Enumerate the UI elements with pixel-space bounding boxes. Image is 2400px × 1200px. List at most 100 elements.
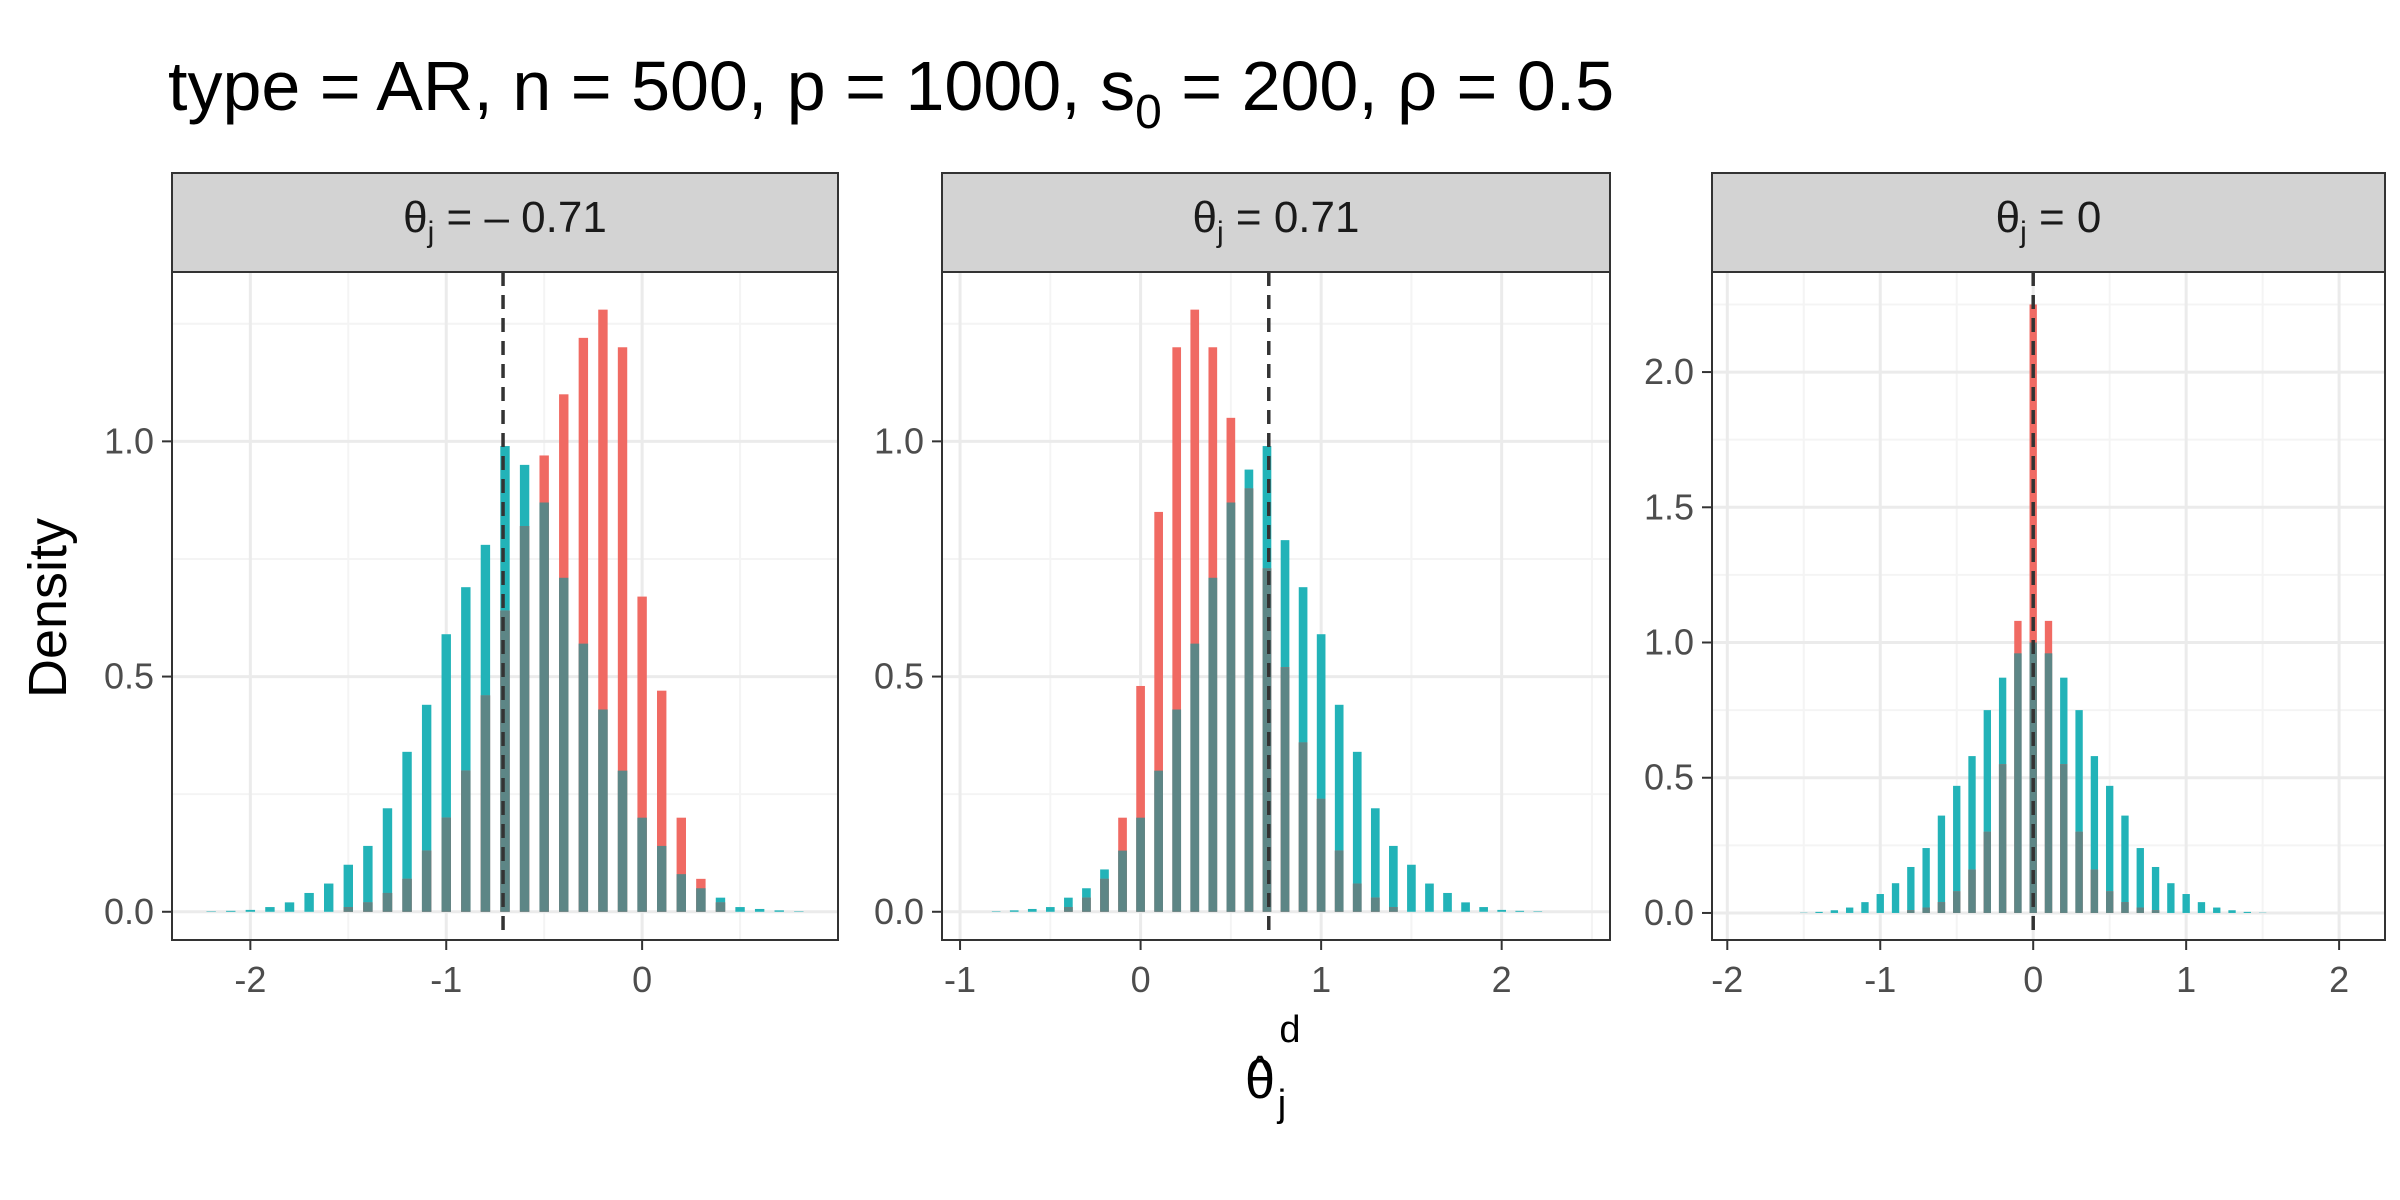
bar-overlap	[1244, 488, 1254, 912]
bar-overlap	[1190, 643, 1200, 912]
x-tick-label: 2	[2329, 959, 2349, 1000]
facet-panel-2: θj = 0.71 -1 0 1 2 0.0 0.5 1.0	[874, 172, 1611, 1000]
bar-overlap	[2060, 764, 2068, 913]
bar-teal	[1830, 910, 1839, 913]
bar-teal	[1407, 864, 1416, 912]
x-tick-label: -1	[1864, 959, 1896, 1000]
bar-overlap	[343, 907, 353, 912]
bar-teal	[1389, 845, 1398, 912]
bar-teal	[245, 909, 256, 912]
bar-teal	[2243, 911, 2252, 913]
facet-strip	[1711, 172, 2386, 273]
bar-overlap	[1208, 577, 1218, 912]
bar-overlap	[1907, 910, 1915, 913]
bar-teal	[774, 910, 784, 912]
bar-teal	[265, 907, 275, 912]
bar-teal	[1425, 883, 1434, 912]
bar-overlap	[363, 902, 373, 912]
bar-teal	[1968, 756, 1976, 913]
bar-overlap	[1389, 907, 1398, 912]
bar-overlap	[539, 502, 549, 912]
bar-teal	[1515, 910, 1525, 912]
bar-teal	[2167, 883, 2175, 913]
bar-overlap	[1998, 764, 2007, 913]
bar-overlap	[2121, 902, 2129, 913]
bar-overlap	[480, 695, 491, 912]
bar-red	[1154, 511, 1163, 912]
bar-teal	[1845, 907, 1854, 913]
strip-label-base: θ	[403, 193, 427, 242]
x-tick-label: 2	[1492, 959, 1512, 1000]
bar-overlap	[1118, 850, 1127, 912]
y-tick-label: 1.0	[874, 420, 924, 461]
bar-overlap	[441, 817, 451, 912]
strip-label-base: θ	[1193, 193, 1217, 242]
bar-overlap	[1922, 907, 1930, 913]
bar-teal	[2136, 848, 2144, 913]
y-tick-label: 0.5	[874, 656, 924, 697]
bar-overlap	[578, 643, 589, 912]
bar-teal	[1045, 907, 1055, 912]
bar-overlap	[1100, 878, 1109, 912]
bar-teal	[735, 907, 745, 912]
bar-red	[657, 690, 667, 912]
bar-teal	[1922, 848, 1930, 913]
x-axis-title-base: θ	[1245, 1050, 1275, 1110]
strip-label-subscript: j	[1216, 216, 1224, 249]
bar-teal	[1937, 815, 1946, 913]
bar-teal	[2182, 894, 2190, 913]
facet-strip-label: θj = 0.71	[1193, 193, 1360, 249]
bar-red	[676, 817, 686, 912]
y-tick-label: 2.0	[1644, 351, 1694, 392]
bar-overlap	[1298, 742, 1308, 912]
bar-overlap	[1953, 891, 1961, 913]
y-tick-label: 0.0	[1644, 892, 1694, 933]
x-tick-label: -2	[1711, 959, 1743, 1000]
bar-red	[578, 337, 589, 912]
bar-overlap	[1983, 831, 1991, 913]
bar-red	[617, 347, 628, 912]
x-tick-label: -1	[430, 959, 462, 1000]
bar-red	[1190, 309, 1200, 912]
bar-teal	[1953, 785, 1961, 913]
bar-overlap	[1226, 502, 1236, 912]
bar-teal	[284, 902, 295, 912]
facet-strip-label: θj = – 0.71	[403, 193, 607, 249]
x-axis-title-subscript: j	[1277, 1083, 1286, 1125]
bar-overlap	[461, 770, 471, 912]
x-tick-label: -2	[234, 959, 266, 1000]
bar-teal	[2228, 910, 2236, 913]
bar-teal	[421, 704, 432, 912]
bar-overlap	[421, 850, 432, 912]
bar-overlap	[1154, 770, 1163, 912]
y-tick-label: 0.5	[104, 656, 154, 697]
x-tick-label: 0	[1131, 959, 1151, 1000]
bar-overlap	[1370, 897, 1380, 912]
bar-overlap	[402, 878, 412, 912]
facet-panels: θj = – 0.71-2 -1 00.00.51.0θj = 0.71-1 0 1 20…	[104, 172, 2386, 1000]
bar-teal	[2121, 815, 2129, 913]
bar-overlap	[519, 526, 530, 912]
bar-teal	[2151, 866, 2160, 913]
bar-overlap	[1136, 817, 1145, 912]
x-axis-title-hat: ^	[1250, 1047, 1271, 1096]
bar-teal	[1479, 907, 1488, 912]
bar-overlap	[1064, 907, 1073, 912]
panel-background	[942, 272, 1610, 940]
bar-teal	[2090, 756, 2099, 913]
bar-red	[1136, 685, 1145, 912]
bar-overlap	[1352, 883, 1362, 912]
bar-overlap	[598, 709, 608, 912]
bar-overlap	[2151, 910, 2160, 913]
bar-teal	[1352, 751, 1362, 912]
bar-overlap	[617, 770, 628, 912]
bar-teal	[1443, 892, 1452, 912]
bar-overlap	[1280, 667, 1290, 912]
facet-panel-3: θj = 0 -2 -1 0 1 2 0.0 0.5 1.0 1.5 2.0	[1644, 172, 2386, 1000]
bar-overlap	[676, 874, 686, 912]
bar-red	[1172, 347, 1182, 912]
bar-teal	[441, 634, 451, 912]
strip-label-subscript: j	[2019, 216, 2027, 249]
strip-label-rest: = 0.71	[1224, 193, 1360, 242]
bar-overlap	[2075, 831, 2083, 913]
